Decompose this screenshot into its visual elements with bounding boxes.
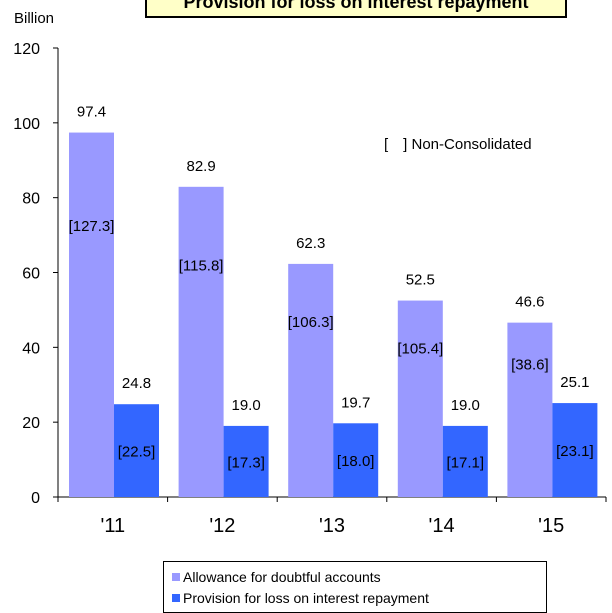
- bar-provision: [552, 403, 598, 497]
- y-tick-label: 120: [13, 41, 40, 58]
- x-tick-label: '15: [538, 515, 564, 537]
- bar-non-consolidated-label: [18.0]: [337, 453, 375, 470]
- y-tick-label: 60: [22, 266, 40, 283]
- y-tick-label: 100: [13, 116, 40, 133]
- bar-allowance: [178, 186, 224, 497]
- bar-non-consolidated-label: [105.4]: [397, 341, 443, 358]
- x-tick-label: '14: [429, 515, 455, 537]
- x-tick-label: '13: [319, 515, 345, 537]
- legend-swatch-allowance: [172, 572, 180, 581]
- bar-value-label: 46.6: [515, 294, 544, 311]
- bar-value-label: 19.7: [341, 394, 370, 411]
- bar-allowance: [397, 300, 443, 497]
- bar-provision: [114, 404, 159, 497]
- y-tick-label: 40: [22, 340, 40, 357]
- legend-label-allowance: Allowance for doubtful accounts: [183, 568, 381, 585]
- bar-value-label: 62.3: [296, 235, 325, 252]
- chart-title: Provision for loss on interest repayment: [145, 0, 567, 18]
- bar-allowance: [69, 132, 114, 498]
- legend-label-provision: Provision for loss on interest repayment: [183, 589, 429, 606]
- legend: Allowance for doubtful accounts Provisio…: [163, 561, 547, 613]
- bar-value-label: 82.9: [186, 158, 215, 175]
- bar-value-label: 24.8: [122, 375, 151, 392]
- bar-value-label: 52.5: [406, 272, 435, 289]
- bar-non-consolidated-label: [115.8]: [179, 258, 224, 275]
- x-tick-label: '11: [101, 515, 126, 537]
- bar-value-label: 19.0: [231, 397, 260, 414]
- y-tick-label: 80: [22, 191, 40, 208]
- x-tick-label: '12: [209, 515, 235, 537]
- bar-allowance: [288, 263, 334, 497]
- bar-non-consolidated-label: [22.5]: [118, 444, 156, 461]
- bar-value-label: 25.1: [560, 374, 589, 391]
- bar-value-label: 19.0: [451, 397, 480, 414]
- bar-non-consolidated-label: [17.3]: [227, 454, 265, 471]
- bar-provision: [442, 425, 488, 497]
- legend-swatch-provision: [172, 593, 180, 602]
- bar-non-consolidated-label: [38.6]: [511, 357, 549, 374]
- bar-non-consolidated-label: [106.3]: [288, 314, 334, 331]
- y-tick-label: 20: [22, 415, 40, 432]
- bar-provision: [333, 423, 379, 497]
- bar-non-consolidated-label: [23.1]: [556, 443, 594, 460]
- bar-provision: [223, 425, 269, 497]
- bar-allowance: [507, 322, 553, 497]
- non-consolidated-note: [ ] Non-Consolidated: [384, 136, 532, 153]
- y-axis-unit-label: Billion: [14, 10, 55, 27]
- bar-non-consolidated-label: [127.3]: [69, 218, 115, 235]
- legend-item-provision: Provision for loss on interest repayment: [172, 587, 546, 608]
- legend-item-allowance: Allowance for doubtful accounts: [172, 566, 546, 587]
- bar-non-consolidated-label: [17.1]: [447, 454, 485, 471]
- y-tick-label: 0: [31, 490, 40, 507]
- bar-value-label: 97.4: [77, 104, 106, 121]
